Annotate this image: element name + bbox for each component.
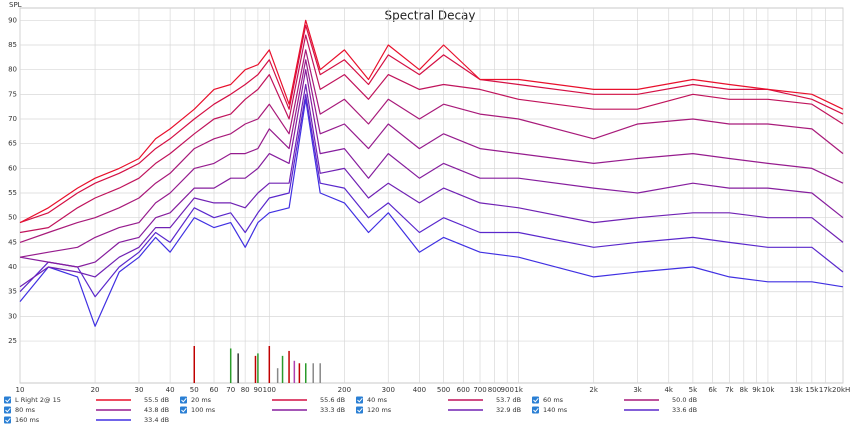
legend-name: 80 ms [15,406,36,414]
x-tick-label: 15k [805,386,819,394]
legend-value: 33.3 dB [320,406,345,414]
series-line [19,24,844,224]
series-line [19,49,844,243]
x-tick-label: 90 [253,386,262,394]
legend-check [181,407,187,413]
legend-name: 120 ms [367,406,392,414]
y-tick-label: 25 [8,337,17,345]
x-tick-label: 3k [633,386,642,394]
x-tick-label: 6k [708,386,717,394]
y-tick-label: 55 [8,189,17,197]
x-tick-label: 4k [664,386,673,394]
y-axis-label: SPL [9,1,22,9]
x-tick-label: 40 [166,386,175,394]
legend-check [533,397,539,403]
legend-checkbox[interactable] [532,396,539,404]
x-tick-label: 200 [338,386,351,394]
y-tick-label: 65 [8,140,17,148]
legend-checkbox[interactable] [180,396,187,404]
legend-value: 53.7 dB [496,396,521,404]
legend-checkbox[interactable] [4,406,11,414]
legend-check [5,417,11,423]
x-tick-label: 70 [226,386,235,394]
x-tick-label: 50 [190,386,199,394]
x-tick-label: 60 [210,386,219,394]
y-tick-label: 30 [8,312,17,320]
x-tick-label: 900 [501,386,514,394]
y-tick-label: 90 [8,16,17,24]
x-tick-label: 500 [437,386,450,394]
x-tick-label: 600 [457,386,470,394]
x-tick-label: 8k [740,386,749,394]
x-tick-label: 5k [689,386,698,394]
legend-name: 140 ms [543,406,568,414]
x-tick-label: 100 [263,386,276,394]
series-line [19,69,844,268]
x-tick-label: 7k [725,386,734,394]
x-tick-label: 10k [761,386,775,394]
x-tick-label: 9k [752,386,761,394]
legend-value: 50.0 dB [672,396,697,404]
series-line [19,19,844,224]
y-tick-label: 35 [8,288,17,296]
legend-name: L Right 2@ 15 [15,396,61,404]
legend-value: 55.5 dB [144,396,169,404]
y-tick-label: 50 [8,214,17,222]
x-tick-label: 10 [16,386,25,394]
legend-value: 33.6 dB [672,406,697,414]
legend-name: 100 ms [191,406,216,414]
x-tick-label: 300 [382,386,395,394]
chart-title: Spectral Decay [384,9,475,23]
legend-checkbox[interactable] [356,406,363,414]
x-tick-label: 700 [473,386,486,394]
x-tick-label: 17k [819,386,833,394]
x-tick-label: 80 [241,386,250,394]
legend-checkbox[interactable] [4,396,11,404]
legend-value: 33.4 dB [144,416,169,424]
y-tick-label: 40 [8,263,17,271]
y-tick-label: 45 [8,238,17,246]
series-line [19,34,844,234]
x-tick-label: 400 [413,386,426,394]
legend-name: 40 ms [367,396,388,404]
legend-name: 20 ms [191,396,212,404]
x-tick-label: 2k [589,386,598,394]
x-tick-label: 800 [488,386,501,394]
legend-check [357,397,363,403]
legend-checkbox[interactable] [4,416,11,424]
x-tick-label: 30 [134,386,143,394]
legend-checkbox[interactable] [180,406,187,414]
series-line [19,98,844,327]
legend-check [5,407,11,413]
legend-value: 55.6 dB [320,396,345,404]
y-tick-label: 60 [8,164,17,172]
series-line [19,93,844,298]
x-tick-label: 13k [790,386,804,394]
series-line [19,83,844,288]
y-tick-label: 70 [8,115,17,123]
legend-name: 160 ms [15,416,40,424]
legend-check [533,407,539,413]
legend-checkbox[interactable] [532,406,539,414]
legend-check [357,407,363,413]
legend-value: 32.9 dB [496,406,521,414]
x-tick-label: 1k [514,386,523,394]
legend-check [5,397,11,403]
legend-checkbox[interactable] [356,396,363,404]
x-tick-label: 20 [91,386,100,394]
y-tick-label: 75 [8,90,17,98]
y-tick-label: 80 [8,66,17,74]
x-tick-label: 20kHz [832,386,850,394]
legend-check [181,397,187,403]
y-tick-label: 85 [8,41,17,49]
series-line [19,59,844,258]
legend-name: 60 ms [543,396,564,404]
legend-value: 43.8 dB [144,406,169,414]
